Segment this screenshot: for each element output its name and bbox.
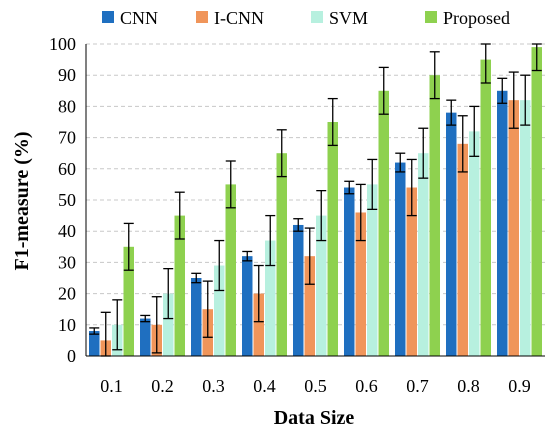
bar-cnn [395,162,406,356]
bar-proposed [123,246,134,356]
x-tick-label: 0.3 [202,376,225,396]
legend-swatch [196,11,208,23]
bar-cnn [497,90,508,357]
x-tick-label: 0.4 [253,376,276,396]
bar-proposed [429,75,440,356]
x-tick-label: 0.2 [151,376,174,396]
y-tick-label: 40 [58,221,76,241]
bar-cnn [446,112,457,356]
y-tick-label: 50 [58,190,76,210]
bar-cnn [344,187,355,356]
legend-swatch [425,11,437,23]
bar-svm [214,265,225,356]
y-tick-label: 20 [58,284,76,304]
bar-proposed [276,153,287,356]
y-tick-label: 0 [67,346,76,366]
y-tick-label: 90 [58,65,76,85]
legend-swatch [102,11,114,23]
error-bars [89,43,542,357]
bar-svm [163,293,174,356]
bar-cnn [293,224,304,356]
y-tick-label: 30 [58,252,76,272]
bar-cnn [242,256,253,356]
bar-svm [418,153,429,356]
x-tick-label: 0.5 [304,376,327,396]
bar-proposed [378,90,389,357]
bar-i-cnn [304,256,315,356]
x-tick-label: 0.7 [406,376,429,396]
axes [85,44,545,357]
x-tick-label: 0.1 [100,376,123,396]
y-tick-label: 60 [58,159,76,179]
y-tick-label: 70 [58,128,76,148]
bar-proposed [327,122,338,356]
y-tick-labels: 0 10 20 30 40 50 60 70 80 90 100 [49,34,76,366]
bar-svm [469,131,480,356]
bar-cnn [89,331,100,356]
legend-label: CNN [120,8,158,28]
x-axis-label: Data Size [274,407,355,429]
bar-proposed [531,47,542,357]
legend-label: SVM [329,8,368,28]
bar-svm [367,184,378,356]
bar-cnn [191,278,202,356]
bars [89,47,542,357]
legend: CNN I-CNN SVM Proposed [102,8,510,28]
y-tick-label: 100 [49,34,76,54]
y-tick-label: 80 [58,96,76,116]
bar-i-cnn [457,143,468,356]
bar-i-cnn [406,187,417,356]
legend-label: Proposed [443,8,510,28]
bar-i-cnn [253,293,264,356]
bar-svm [265,240,276,356]
bar-i-cnn [355,212,366,356]
x-tick-labels: 0.1 0.2 0.3 0.4 0.5 0.6 0.7 0.8 0.9 [100,376,531,396]
bar-cnn [140,318,151,356]
bar-svm [316,215,327,356]
bar-proposed [225,184,236,356]
y-tick-label: 10 [58,315,76,335]
legend-swatch [311,11,323,23]
y-axis-label: F1-measure (%) [11,131,33,270]
legend-label: I-CNN [214,8,264,28]
bar-i-cnn [508,100,519,356]
bar-svm [520,100,531,356]
bar-proposed [480,59,491,356]
bar-proposed [174,215,185,356]
x-tick-label: 0.9 [508,376,531,396]
x-tick-label: 0.8 [457,376,480,396]
x-tick-label: 0.6 [355,376,378,396]
